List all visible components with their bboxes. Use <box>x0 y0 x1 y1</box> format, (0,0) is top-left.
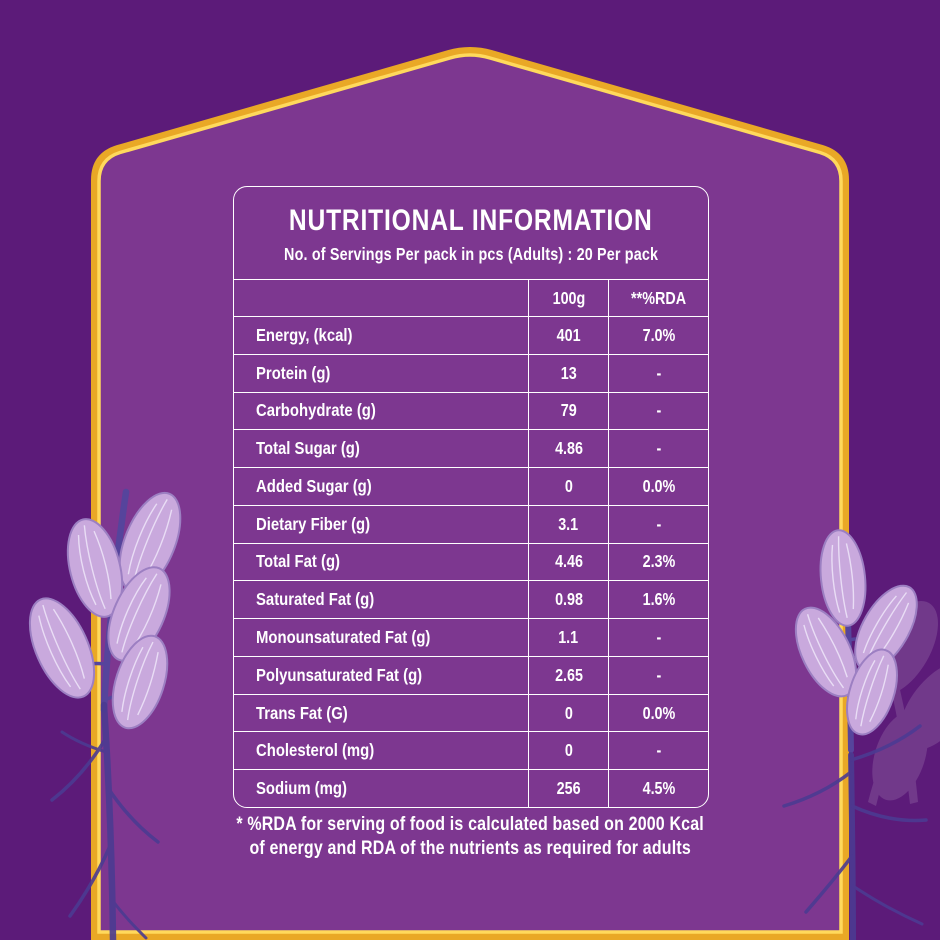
nutrient-name: Total Fat (g) <box>256 551 341 572</box>
nutrient-amount: 256 <box>528 770 608 807</box>
nutrient-amount: 401 <box>528 317 608 354</box>
nutrient-name: Dietary Fiber (g) <box>256 513 371 534</box>
nutrient-amount: 4.86 <box>528 430 608 468</box>
right-bottom-branches <box>782 724 928 940</box>
nutrient-rda: 1.6% <box>607 581 708 619</box>
nutrient-amount: 0 <box>528 468 608 505</box>
nutrient-name: Cholesterol (mg) <box>256 740 375 761</box>
nutrient-name: Energy, (kcal) <box>256 324 353 345</box>
table-row: Total Fat (g) 4.46 2.3% <box>234 543 708 582</box>
nutrient-amount: 2.65 <box>528 656 608 694</box>
nutrient-name: Total Sugar (g) <box>256 438 360 459</box>
table-row: Trans Fat (G) 0 0.0% <box>234 694 708 733</box>
nutrient-amount: 4.46 <box>528 543 608 581</box>
table-row: Added Sugar (g) 0 0.0% <box>234 468 708 506</box>
nutrient-amount: 0 <box>528 732 608 770</box>
nutrient-amount: 79 <box>528 392 608 430</box>
nutrient-rda: - <box>607 732 708 770</box>
rda-footnote: * %RDA for serving of food is calculated… <box>170 813 770 861</box>
nutrient-rda: - <box>607 619 708 656</box>
left-plant-leaves <box>28 491 182 730</box>
nutrient-amount: 3.1 <box>528 505 608 543</box>
left-plant-illustration <box>28 488 182 940</box>
column-header-blank <box>234 280 528 316</box>
nutrition-info-card: NUTRITIONAL INFORMATION No. of Servings … <box>233 186 709 808</box>
table-header-row: 100g **%RDA <box>234 280 708 317</box>
table-row: Polyunsaturated Fat (g) 2.65- <box>234 656 708 695</box>
right-plant-leaves <box>794 529 918 736</box>
nutrient-rda: - <box>607 392 708 430</box>
nutrient-rda: - <box>607 505 708 543</box>
table-row: Protein (g) 13- <box>234 354 708 393</box>
table-row: Cholesterol (mg) 0- <box>234 732 708 771</box>
nutrition-title: NUTRITIONAL INFORMATION <box>289 204 653 238</box>
gold-frame-border-inner <box>97 53 843 934</box>
rda-footnote-line2: of energy and RDA of the nutrients as re… <box>249 836 691 859</box>
card-header: NUTRITIONAL INFORMATION No. of Servings … <box>234 187 708 280</box>
nutrient-name: Sodium (mg) <box>256 778 347 799</box>
servings-info: No. of Servings Per pack in pcs (Adults)… <box>283 243 659 264</box>
nutrient-rda: 4.5% <box>607 770 708 807</box>
table-row: Saturated Fat (g) 0.98 1.6% <box>234 581 708 620</box>
nutrient-rda: - <box>607 430 708 468</box>
table-row: Total Sugar (g) 4.86- <box>234 430 708 469</box>
table-row: Monounsaturated Fat (g) 1.1- <box>234 619 708 657</box>
nutrient-name: Added Sugar (g) <box>256 475 372 496</box>
nutrient-name: Trans Fat (G) <box>256 702 348 723</box>
rda-footnote-line1: * %RDA for serving of food is calculated… <box>236 813 704 835</box>
nutrition-table-body: Energy, (kcal) 401 7.0% Protein (g) 13- Carbo… <box>234 317 708 807</box>
inner-panel <box>95 51 845 936</box>
nutrition-table: 100g **%RDA Energy, (kcal) 401 7.0% Protein… <box>234 280 708 807</box>
nutrient-rda: 2.3% <box>607 543 708 581</box>
table-row: Carbohydrate (g) 79- <box>234 392 708 431</box>
column-header-100g: 100g <box>528 280 608 316</box>
table-row: Dietary Fiber (g) 3.1- <box>234 505 708 544</box>
nutrient-amount: 0.98 <box>528 581 608 619</box>
left-bottom-branches <box>50 701 160 940</box>
nutrient-amount: 13 <box>528 354 608 392</box>
nutrient-rda: - <box>607 354 708 392</box>
nutrient-rda: - <box>607 656 708 694</box>
nutrient-name: Carbohydrate (g) <box>256 400 376 421</box>
right-plant-illustration <box>782 529 928 940</box>
nutrient-name: Protein (g) <box>256 362 331 383</box>
nutrient-name: Saturated Fat (g) <box>256 589 375 610</box>
column-header-rda: **%RDA <box>607 280 708 316</box>
nutrient-amount: 1.1 <box>528 619 608 656</box>
nutrient-name: Monounsaturated Fat (g) <box>256 627 431 647</box>
table-row: Sodium (mg) 256 4.5% <box>234 770 708 807</box>
nutrient-rda: 7.0% <box>607 317 708 354</box>
nutrient-name: Polyunsaturated Fat (g) <box>256 664 423 685</box>
table-row: Energy, (kcal) 401 7.0% <box>234 317 708 355</box>
nutrient-rda: 0.0% <box>607 468 708 505</box>
nutrient-amount: 0 <box>528 694 608 732</box>
gold-frame-border-outer <box>91 47 849 940</box>
nutrient-rda: 0.0% <box>607 694 708 732</box>
